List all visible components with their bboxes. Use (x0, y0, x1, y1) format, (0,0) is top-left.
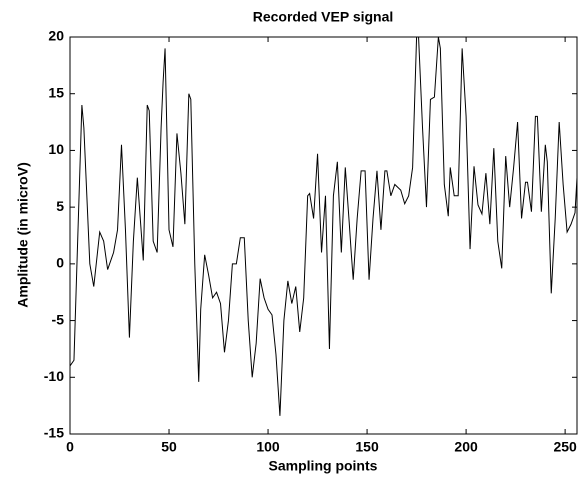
y-tick-label: -5 (52, 311, 65, 327)
x-tick-label: 250 (553, 439, 577, 455)
chart-title: Recorded VEP signal (253, 9, 394, 25)
y-tick-label: 0 (56, 255, 64, 271)
y-tick-label: 15 (48, 84, 64, 100)
y-tick-label: 5 (56, 198, 64, 214)
x-tick-label: 200 (454, 439, 478, 455)
y-tick-label: -15 (44, 425, 64, 441)
y-tick-label: 20 (48, 28, 64, 44)
y-tick-label: -10 (44, 368, 64, 384)
plot-frame (69, 36, 578, 435)
signal-line (69, 36, 578, 416)
x-tick-label: 150 (355, 439, 379, 455)
y-tick-label: 10 (48, 141, 64, 157)
x-tick-label: 50 (161, 439, 177, 455)
x-tick-label: 0 (66, 439, 74, 455)
x-axis-label: Sampling points (269, 458, 378, 474)
y-axis-label: Amplitude (in microV) (15, 162, 31, 307)
x-tick-label: 100 (256, 439, 280, 455)
